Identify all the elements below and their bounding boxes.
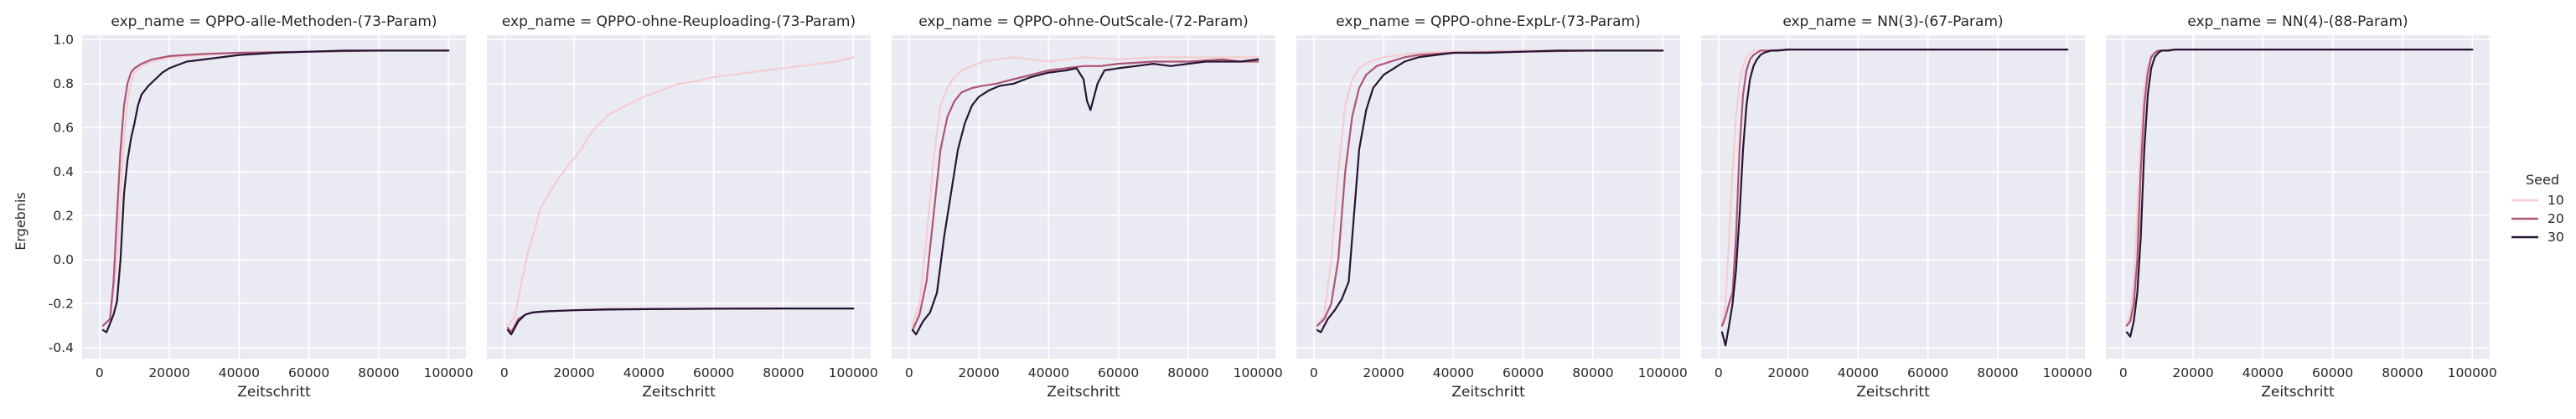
plot-area — [2106, 35, 2490, 359]
x-tick-label: 0 — [905, 365, 913, 380]
x-tick-label: 20000 — [2172, 365, 2213, 380]
x-tick-label: 20000 — [958, 365, 999, 380]
x-tick-label: 60000 — [288, 365, 329, 380]
y-tick-label: 1.0 — [53, 32, 74, 47]
x-tick-label: 100000 — [1638, 365, 1688, 380]
y-tick-label: 0.4 — [53, 164, 74, 179]
x-tick-label: 80000 — [763, 365, 804, 380]
x-tick-label: 80000 — [1977, 365, 2018, 380]
x-axis-label: Zeitschritt — [1047, 384, 1120, 401]
y-tick-label: 0.6 — [53, 120, 74, 135]
series-line-seed-30 — [101, 49, 450, 334]
x-tick-label: 60000 — [1098, 365, 1139, 380]
series-line-seed-10 — [506, 56, 855, 327]
x-tick-label: 40000 — [1028, 365, 1069, 380]
series-line-seed-30 — [506, 308, 855, 336]
legend-title: Seed — [2526, 172, 2559, 188]
y-tick-label: -0.2 — [49, 296, 74, 311]
x-tick-label: 60000 — [1503, 365, 1544, 380]
x-tick-label: 100000 — [829, 365, 878, 380]
plot-area — [1296, 35, 1680, 359]
facet-panel: exp_name = QPPO-alle-Methoden-(73-Param)… — [49, 13, 473, 401]
facet-panel: exp_name = QPPO-ohne-OutScale-(72-Param)… — [892, 13, 1283, 401]
y-tick-label: 0.0 — [53, 252, 74, 267]
x-tick-label: 40000 — [1838, 365, 1879, 380]
x-tick-label: 0 — [1310, 365, 1318, 380]
legend-label-seed-30: 30 — [2548, 230, 2564, 245]
y-tick-label: -0.4 — [49, 340, 74, 355]
x-tick-label: 40000 — [623, 365, 665, 380]
y-tick-label: 0.8 — [53, 76, 74, 91]
x-tick-label: 0 — [96, 365, 104, 380]
series-line-seed-10 — [1316, 49, 1664, 327]
panel-title: exp_name = QPPO-ohne-Reuploading-(73-Par… — [502, 13, 856, 30]
x-axis-label: Zeitschritt — [1451, 384, 1525, 401]
series-line-seed-30 — [911, 58, 1260, 336]
plot-area — [1701, 35, 2085, 359]
x-tick-label: 40000 — [219, 365, 260, 380]
x-tick-label: 100000 — [2043, 365, 2092, 380]
facet-panel: exp_name = NN(3)-(67-Param) 0 20000 40000 60… — [1701, 13, 2092, 401]
x-tick-label: 100000 — [2448, 365, 2497, 380]
panel-title: exp_name = NN(3)-(67-Param) — [1782, 13, 2003, 30]
x-tick-label: 20000 — [1363, 365, 1404, 380]
facet-panel: exp_name = QPPO-ohne-Reuploading-(73-Par… — [487, 13, 878, 401]
panel-title: exp_name = QPPO-ohne-OutScale-(72-Param) — [918, 13, 1249, 30]
x-tick-label: 60000 — [2312, 365, 2353, 380]
panel-title: exp_name = QPPO-ohne-ExpLr-(73-Param) — [1336, 13, 1641, 30]
x-tick-label: 20000 — [553, 365, 594, 380]
x-axis-label: Zeitschritt — [1856, 384, 1930, 401]
x-axis-label: Zeitschritt — [237, 384, 311, 401]
x-tick-label: 0 — [1715, 365, 1723, 380]
series-line-seed-30 — [2125, 48, 2474, 338]
legend-label-seed-20: 20 — [2548, 211, 2564, 226]
legend-label-seed-10: 10 — [2548, 193, 2564, 208]
series-line-seed-30 — [1316, 49, 1664, 334]
x-tick-label: 80000 — [1167, 365, 1208, 380]
x-tick-label: 40000 — [2242, 365, 2284, 380]
series-line-seed-20 — [101, 49, 450, 327]
x-tick-label: 0 — [2119, 365, 2128, 380]
facet-panels: exp_name = QPPO-alle-Methoden-(73-Param)… — [49, 13, 2497, 401]
y-tick-label: 0.2 — [53, 208, 74, 223]
series-line-seed-20 — [911, 58, 1260, 331]
x-tick-label: 80000 — [358, 365, 399, 380]
x-tick-label: 40000 — [1433, 365, 1474, 380]
x-tick-label: 20000 — [1767, 365, 1808, 380]
legend: Seed 10 20 30 — [2511, 172, 2564, 245]
x-tick-label: 100000 — [424, 365, 473, 380]
x-tick-label: 80000 — [1572, 365, 1613, 380]
series-line-seed-30 — [1720, 48, 2069, 347]
panel-title: exp_name = NN(4)-(88-Param) — [2187, 13, 2408, 30]
x-axis-label: Zeitschritt — [642, 384, 716, 401]
facet-panel: exp_name = QPPO-ohne-ExpLr-(73-Param) 0 20… — [1296, 13, 1688, 401]
plot-area — [892, 35, 1275, 359]
series-line-seed-10 — [911, 56, 1260, 327]
plot-area — [487, 35, 871, 359]
facet-panel: exp_name = NN(4)-(88-Param) 0 20000 40000 60… — [2106, 13, 2497, 401]
x-tick-label: 20000 — [148, 365, 189, 380]
x-tick-label: 100000 — [1234, 365, 1283, 380]
panel-title: exp_name = QPPO-alle-Methoden-(73-Param) — [111, 13, 437, 30]
x-tick-label: 60000 — [1907, 365, 1948, 380]
x-tick-label: 80000 — [2382, 365, 2423, 380]
x-axis-label: Zeitschritt — [2261, 384, 2335, 401]
x-tick-label: 60000 — [693, 365, 734, 380]
x-tick-label: 0 — [500, 365, 509, 380]
shared-y-axis-label: Ergebnis — [13, 192, 28, 250]
